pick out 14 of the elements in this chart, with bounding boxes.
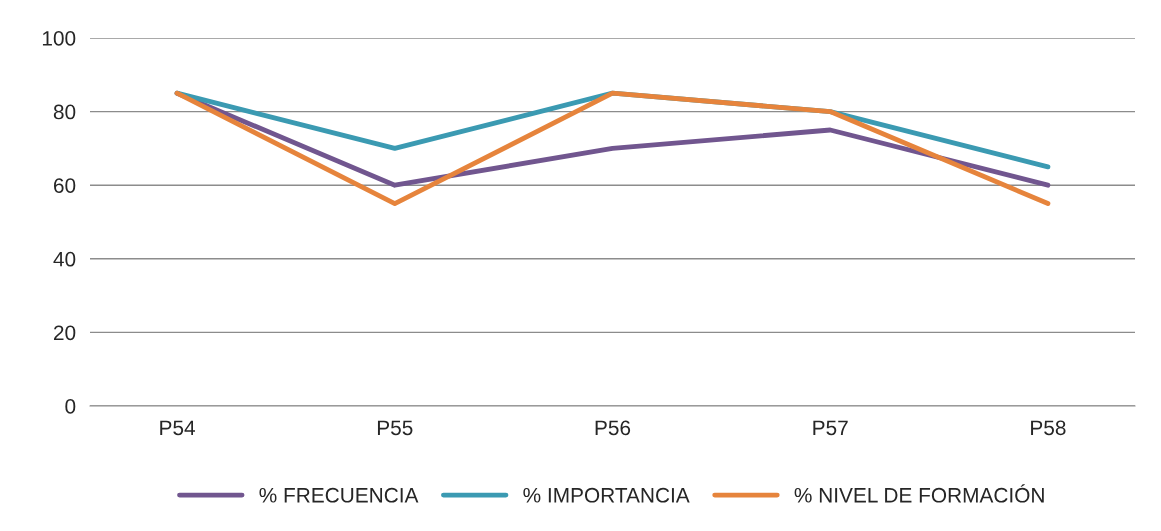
- x-tick-label: P55: [377, 420, 413, 436]
- y-tick-label: 40: [53, 251, 76, 267]
- legend-label: % FRECUENCIA: [259, 487, 419, 503]
- x-tick-label: P56: [595, 420, 631, 436]
- y-tick-label: 0: [65, 399, 76, 414]
- x-tick-label: P57: [813, 420, 848, 436]
- y-tick-label: 80: [53, 104, 76, 120]
- y-tick-label: 20: [53, 325, 76, 341]
- x-tick-label: P58: [1031, 420, 1066, 436]
- legend-label: % IMPORTANCIA: [523, 487, 690, 503]
- y-tick-label: 60: [54, 178, 76, 193]
- x-tick-label: P54: [160, 420, 196, 436]
- legend-label: % NIVEL DE FORMACIÓN: [794, 484, 1044, 503]
- y-tick-label: 100: [42, 31, 76, 46]
